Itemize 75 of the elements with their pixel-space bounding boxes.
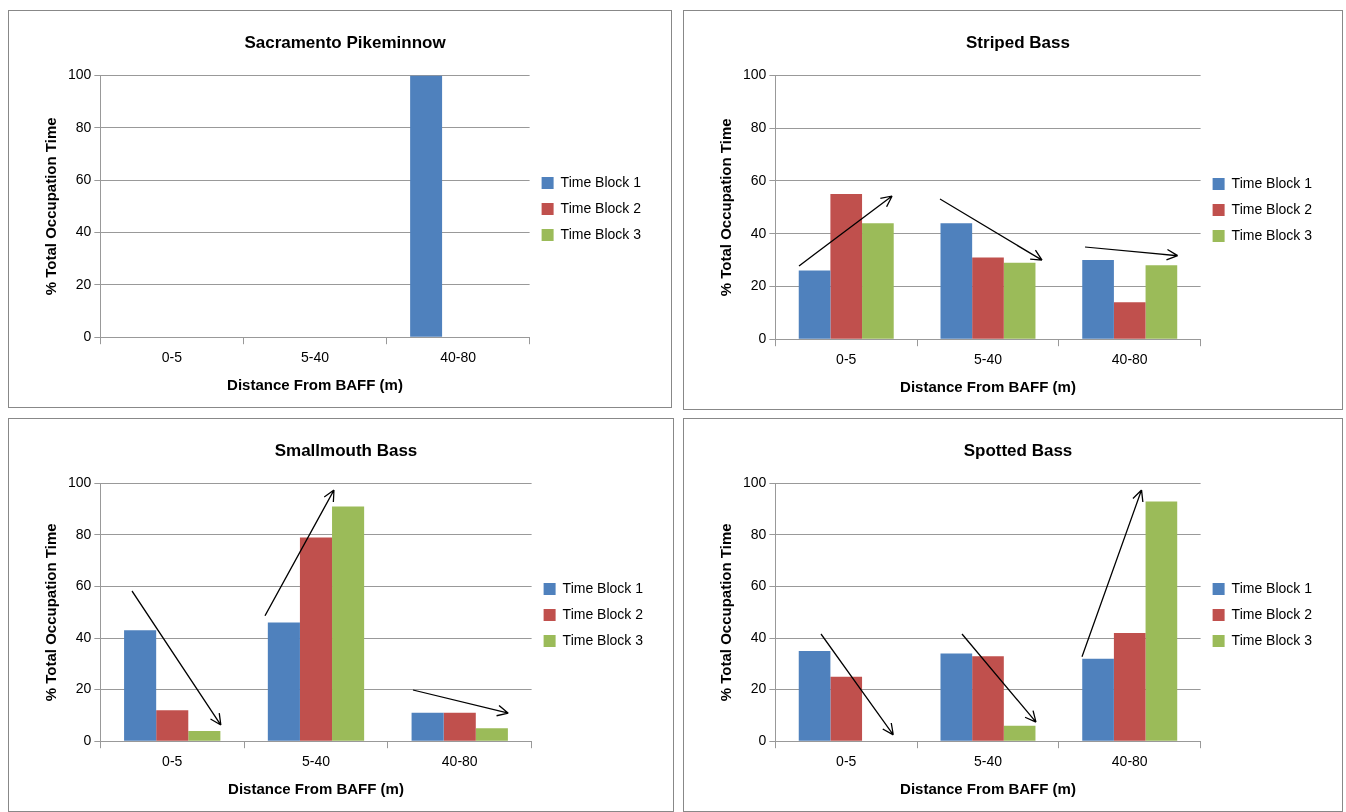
x-tick-label: 5-40 <box>973 753 1003 770</box>
bar <box>156 710 189 741</box>
chart-title: Smallmouth Bass <box>274 440 418 460</box>
y-tick-label: 40 <box>75 223 92 240</box>
bar <box>972 257 1004 339</box>
y-tick-label: 100 <box>68 66 92 83</box>
y-tick-label: 20 <box>750 277 767 294</box>
y-tick-label: 40 <box>75 628 92 645</box>
y-tick-label: 20 <box>75 680 92 697</box>
legend-label: Time Block 3 <box>562 631 644 648</box>
bar <box>1082 658 1114 741</box>
y-tick-label: 60 <box>750 577 767 594</box>
y-axis-title: % Total Occupation Time <box>717 118 735 297</box>
x-tick-label: 40-80 <box>1111 753 1148 770</box>
legend-label: Time Block 1 <box>1231 174 1313 191</box>
bar <box>267 622 300 741</box>
y-axis-title: % Total Occupation Time <box>42 523 60 702</box>
x-tick-label: 40-80 <box>440 349 477 366</box>
bar <box>475 728 508 741</box>
y-tick-label: 80 <box>75 118 92 135</box>
legend-label: Time Block 1 <box>1231 579 1313 596</box>
y-tick-label: 80 <box>75 525 92 542</box>
bar <box>332 506 365 741</box>
bar <box>1003 262 1036 339</box>
y-tick-label: 20 <box>750 680 767 697</box>
bar <box>188 730 221 741</box>
legend-label: Time Block 2 <box>1231 605 1313 622</box>
y-tick-label: 0 <box>83 328 92 345</box>
y-tick-label: 0 <box>83 732 92 749</box>
bar <box>1145 265 1178 339</box>
x-tick-label: 5-40 <box>300 349 330 366</box>
bar <box>1113 302 1146 339</box>
legend-label: Time Block 3 <box>560 225 642 242</box>
bar <box>940 223 973 339</box>
x-tick-label: 5-40 <box>301 753 331 770</box>
y-tick-label: 40 <box>750 224 767 241</box>
chart-title: Sacramento Pikeminnow <box>244 32 447 52</box>
chart-title: Spotted Bass <box>963 440 1073 460</box>
y-tick-label: 0 <box>758 330 767 347</box>
y-tick-label: 60 <box>75 577 92 594</box>
y-axis-title: % Total Occupation Time <box>717 523 735 702</box>
legend-label: Time Block 2 <box>562 605 644 622</box>
y-tick-label: 0 <box>758 732 767 749</box>
y-tick-label: 80 <box>750 119 767 136</box>
legend-label: Time Block 3 <box>1231 226 1313 243</box>
x-tick-label: 0-5 <box>836 351 857 368</box>
x-tick-label: 40-80 <box>1111 351 1148 368</box>
y-axis-title: % Total Occupation Time <box>42 117 60 296</box>
x-tick-label: 0-5 <box>161 349 183 366</box>
legend-label: Time Block 1 <box>562 579 644 596</box>
y-tick-label: 80 <box>750 525 767 542</box>
y-tick-label: 60 <box>75 170 92 187</box>
x-axis-title: Distance From BAFF (m) <box>900 378 1076 396</box>
x-axis-title: Distance From BAFF (m) <box>227 376 403 394</box>
y-tick-label: 60 <box>750 171 767 188</box>
y-tick-label: 100 <box>68 474 92 491</box>
bar <box>1113 632 1146 741</box>
legend-label: Time Block 3 <box>1231 631 1313 648</box>
y-tick-label: 40 <box>750 628 767 645</box>
legend-label: Time Block 1 <box>560 173 642 190</box>
x-tick-label: 5-40 <box>973 351 1003 368</box>
y-tick-label: 20 <box>75 275 92 292</box>
y-tick-label: 100 <box>743 66 767 83</box>
y-tick-label: 100 <box>743 474 767 491</box>
x-tick-label: 40-80 <box>441 753 478 770</box>
legend-label: Time Block 2 <box>560 199 642 216</box>
chart-title: Striped Bass <box>966 32 1070 52</box>
x-tick-label: 0-5 <box>836 753 857 770</box>
bar <box>1003 725 1036 741</box>
x-axis-title: Distance From BAFF (m) <box>900 780 1076 798</box>
x-tick-label: 0-5 <box>162 753 183 770</box>
x-axis-title: Distance From BAFF (m) <box>228 780 404 798</box>
legend-label: Time Block 2 <box>1231 200 1313 217</box>
bar <box>798 270 831 339</box>
bar <box>830 676 863 741</box>
